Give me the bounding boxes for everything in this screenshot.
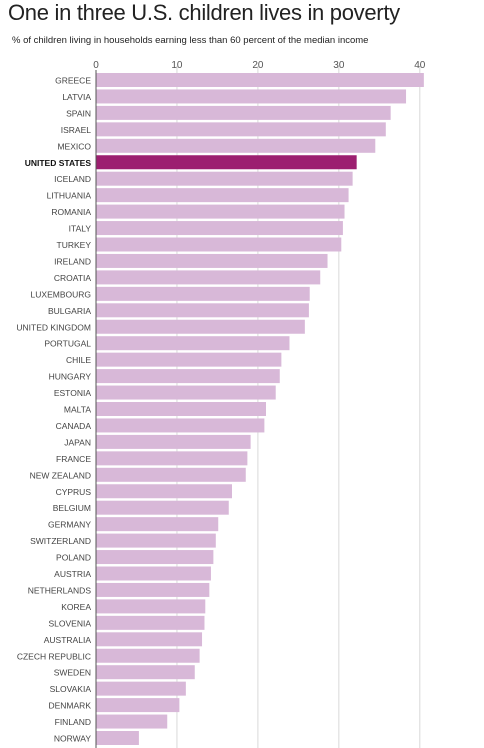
bar-croatia: [96, 270, 321, 285]
category-label: NETHERLANDS: [28, 585, 92, 595]
category-label: HUNGARY: [49, 372, 92, 382]
bar-cyprus: [96, 484, 232, 499]
bar-iceland: [96, 171, 353, 186]
category-label: SWITZERLAND: [30, 536, 91, 546]
bar-switzerland: [96, 533, 216, 548]
x-tick-label: 10: [171, 60, 183, 71]
category-label: ITALY: [69, 224, 92, 234]
bar-spain: [96, 105, 391, 120]
category-label: FINLAND: [55, 717, 91, 727]
bar-united-kingdom: [96, 319, 305, 334]
category-label: AUSTRIA: [54, 569, 91, 579]
category-label: MEXICO: [57, 141, 91, 151]
category-label: ESTONIA: [54, 388, 91, 398]
category-label: GREECE: [55, 76, 91, 86]
bar-luxembourg: [96, 286, 310, 301]
bar-portugal: [96, 336, 290, 351]
category-label: BELGIUM: [53, 503, 91, 513]
category-label: SPAIN: [66, 108, 91, 118]
bar-austria: [96, 566, 211, 581]
category-label: TURKEY: [57, 240, 92, 250]
category-label: NEW ZEALAND: [30, 470, 91, 480]
bar-czech-republic: [96, 648, 200, 663]
bar-korea: [96, 599, 206, 614]
category-label: KOREA: [61, 602, 91, 612]
category-label: CROATIA: [54, 273, 91, 283]
bar-sweden: [96, 665, 195, 680]
bar-israel: [96, 122, 386, 137]
bar-denmark: [96, 698, 180, 713]
category-label: CANADA: [56, 421, 92, 431]
category-label: SWEDEN: [54, 668, 91, 678]
bar-canada: [96, 418, 265, 433]
bar-lithuania: [96, 188, 349, 203]
x-tick-label: 30: [333, 60, 345, 71]
x-tick-label: 40: [414, 60, 426, 71]
category-label: LUXEMBOURG: [31, 289, 91, 299]
category-label: BULGARIA: [48, 306, 91, 316]
bar-france: [96, 451, 248, 466]
category-label: ISRAEL: [61, 125, 92, 135]
bar-chile: [96, 352, 282, 367]
chart-subtitle: % of children living in households earni…: [12, 35, 369, 46]
category-label: CHILE: [66, 355, 91, 365]
bar-slovakia: [96, 681, 186, 696]
category-label: UNITED STATES: [25, 158, 92, 168]
bar-estonia: [96, 385, 276, 400]
category-label: LATVIA: [62, 92, 91, 102]
bar-japan: [96, 434, 251, 449]
category-label: UNITED KINGDOM: [16, 322, 91, 332]
category-label: FRANCE: [56, 454, 91, 464]
bar-hungary: [96, 369, 280, 384]
category-label: SLOVAKIA: [50, 684, 92, 694]
category-label: PORTUGAL: [44, 339, 91, 349]
category-label: POLAND: [56, 553, 91, 563]
bar-ireland: [96, 253, 328, 268]
x-tick-label: 0: [93, 60, 99, 71]
bar-slovenia: [96, 615, 205, 630]
bar-poland: [96, 550, 214, 565]
bar-latvia: [96, 89, 407, 104]
category-label: JAPAN: [64, 437, 91, 447]
bar-bulgaria: [96, 303, 309, 318]
category-label: CYPRUS: [56, 487, 92, 497]
category-label: ICELAND: [54, 174, 91, 184]
category-label: DENMARK: [48, 701, 91, 711]
bar-belgium: [96, 500, 229, 515]
category-label: MALTA: [64, 405, 91, 415]
category-label: GERMANY: [48, 520, 91, 530]
bar-united-states: [96, 155, 357, 170]
category-label: AUSTRALIA: [44, 635, 92, 645]
bar-netherlands: [96, 582, 210, 597]
category-label: IRELAND: [54, 256, 91, 266]
bar-finland: [96, 714, 168, 729]
bar-new-zealand: [96, 467, 246, 482]
bar-turkey: [96, 237, 342, 252]
category-label: CZECH REPUBLIC: [17, 651, 91, 661]
x-tick-label: 20: [252, 60, 264, 71]
category-label: LITHUANIA: [47, 191, 92, 201]
bar-greece: [96, 73, 424, 87]
bar-malta: [96, 402, 266, 416]
bar-romania: [96, 204, 345, 219]
bar-germany: [96, 517, 219, 532]
category-label: ROMANIA: [51, 207, 91, 217]
bar-norway: [96, 731, 139, 745]
category-label: NORWAY: [54, 734, 91, 744]
bar-italy: [96, 221, 343, 236]
chart-title: One in three U.S. children lives in pove…: [8, 0, 400, 25]
bar-mexico: [96, 138, 376, 153]
category-label: SLOVENIA: [48, 618, 91, 628]
bar-australia: [96, 632, 203, 647]
